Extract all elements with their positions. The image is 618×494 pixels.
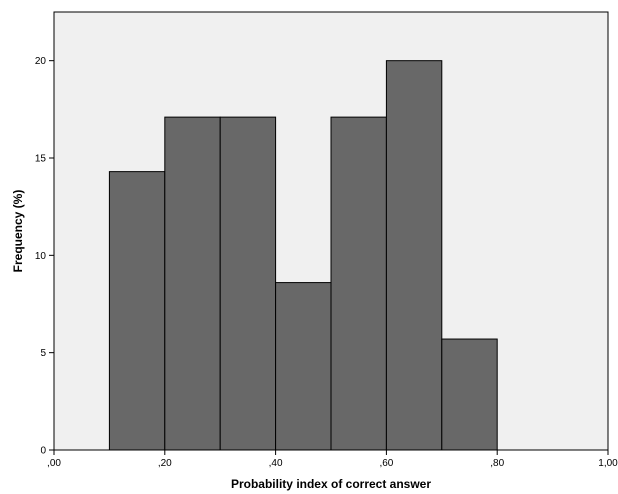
histogram-bar-5 — [330, 116, 387, 451]
x-tick-label-1: ,20 — [158, 458, 172, 469]
y-tick-label-4: 20 — [35, 56, 47, 67]
y-axis-title: Frequency (%) — [11, 190, 25, 273]
x-tick-label-4: ,80 — [490, 458, 504, 469]
x-axis-title: Probability index of correct answer — [231, 477, 431, 491]
x-tick-label-0: ,00 — [47, 458, 61, 469]
y-tick-label-1: 5 — [40, 348, 46, 359]
histogram-bar-2 — [164, 116, 221, 451]
bars-group — [108, 60, 498, 451]
histogram-bar-1 — [108, 171, 166, 451]
y-tick-label-0: 0 — [40, 446, 46, 457]
x-tick-label-2: ,40 — [269, 458, 283, 469]
histogram-bar-7 — [441, 338, 498, 451]
y-tick-label-2: 10 — [35, 251, 47, 262]
x-tick-label-5: 1,00 — [598, 458, 618, 469]
histogram-bar-4 — [275, 282, 332, 451]
x-tick-label-3: ,60 — [379, 458, 393, 469]
y-tick-label-3: 15 — [35, 154, 47, 165]
axes-group: ,00 ,20 ,40 ,60 ,80 1,00 0 5 10 15 20 — [35, 12, 618, 469]
histogram-bar-3 — [219, 116, 277, 451]
histogram-bar-6 — [385, 60, 443, 451]
